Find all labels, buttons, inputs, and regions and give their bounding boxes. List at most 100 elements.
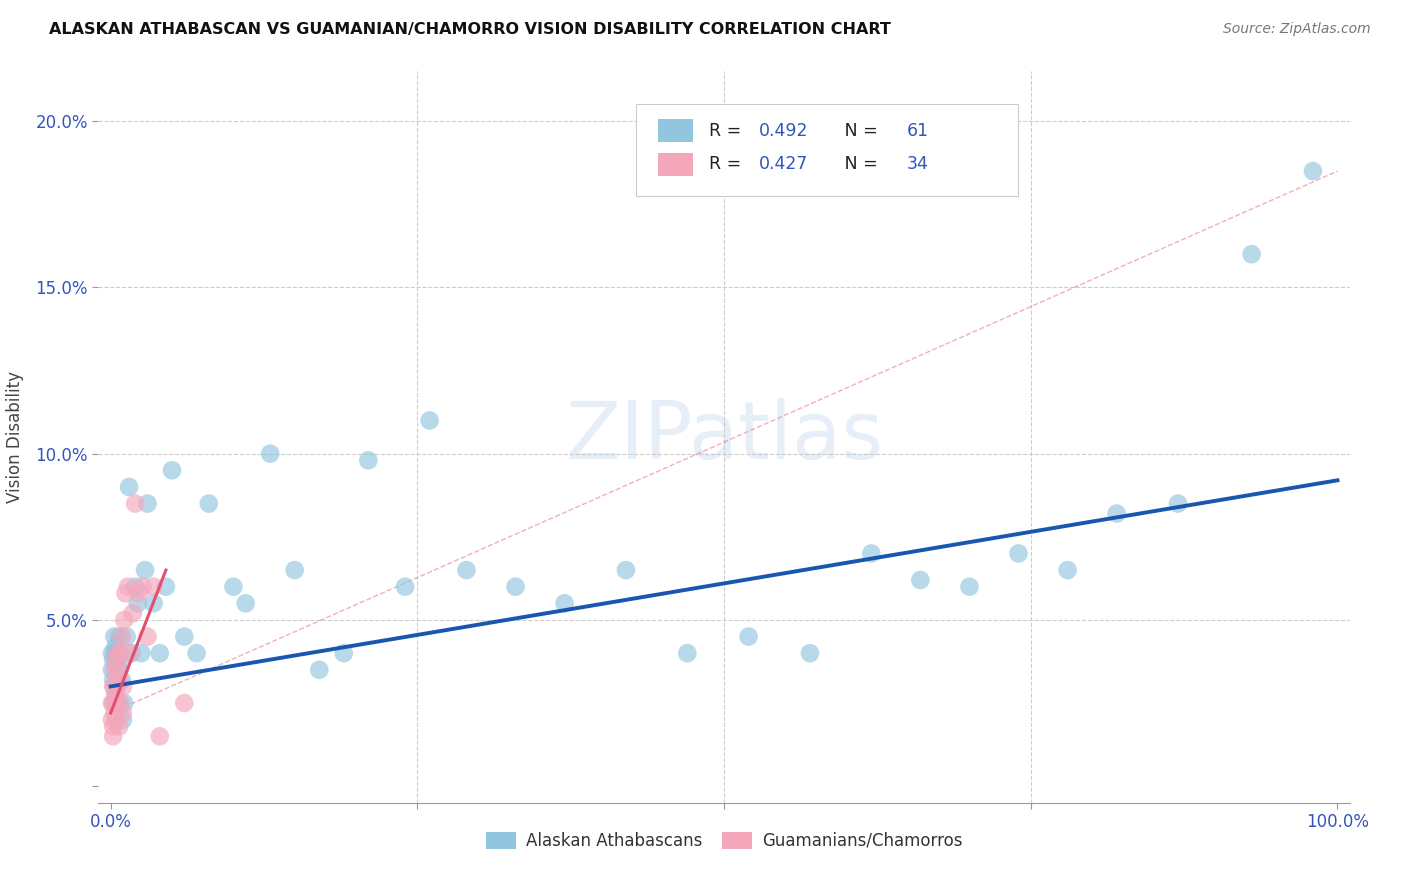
Point	[136, 630, 159, 644]
Point	[103, 680, 125, 694]
Point	[110, 646, 132, 660]
Point	[235, 596, 257, 610]
Point	[357, 453, 380, 467]
Point	[121, 607, 143, 621]
Point	[108, 630, 131, 644]
Point	[101, 680, 124, 694]
Point	[308, 663, 330, 677]
Text: 34: 34	[907, 155, 928, 173]
Text: 0.492: 0.492	[759, 121, 808, 140]
Point	[142, 580, 165, 594]
Point	[111, 673, 134, 687]
Point	[105, 696, 128, 710]
Point	[799, 646, 821, 660]
Point	[115, 630, 138, 644]
Point	[860, 546, 883, 560]
Point	[105, 663, 128, 677]
Point	[103, 696, 125, 710]
Text: R =: R =	[709, 155, 747, 173]
Point	[101, 663, 124, 677]
Point	[104, 686, 127, 700]
Point	[737, 630, 759, 644]
Point	[101, 713, 124, 727]
Point	[101, 696, 124, 710]
Point	[107, 673, 129, 687]
Point	[124, 580, 146, 594]
Point	[1240, 247, 1263, 261]
Point	[394, 580, 416, 594]
Point	[1302, 164, 1324, 178]
Point	[110, 653, 132, 667]
Point	[149, 646, 172, 660]
Point	[614, 563, 637, 577]
Point	[173, 696, 195, 710]
Point	[131, 646, 153, 660]
Text: 0.427: 0.427	[759, 155, 808, 173]
Point	[1105, 507, 1128, 521]
Point	[149, 729, 172, 743]
Point	[155, 580, 177, 594]
Point	[120, 646, 142, 660]
Point	[456, 563, 478, 577]
Point	[554, 596, 576, 610]
Point	[103, 706, 125, 720]
Point	[259, 447, 281, 461]
Point	[105, 680, 128, 694]
Point	[1167, 497, 1189, 511]
Bar	[658, 119, 693, 143]
Point	[112, 696, 135, 710]
Point	[1056, 563, 1078, 577]
Point	[111, 630, 134, 644]
Point	[117, 580, 139, 594]
Text: R =: R =	[709, 121, 747, 140]
Point	[103, 663, 125, 677]
Point	[131, 580, 153, 594]
Point	[121, 646, 143, 660]
Point	[104, 713, 127, 727]
Point	[118, 480, 141, 494]
Point	[111, 706, 134, 720]
Text: N =: N =	[828, 155, 883, 173]
Point	[111, 680, 134, 694]
Point	[107, 646, 129, 660]
Point	[104, 653, 127, 667]
Point	[128, 586, 150, 600]
Point	[186, 646, 208, 660]
Text: 61: 61	[907, 121, 929, 140]
Point	[108, 663, 131, 677]
Point	[124, 497, 146, 511]
Bar	[658, 153, 693, 176]
Point	[104, 653, 127, 667]
Point	[107, 646, 129, 660]
Point	[101, 719, 124, 733]
Point	[134, 563, 156, 577]
Point	[959, 580, 981, 594]
Point	[1007, 546, 1029, 560]
Point	[107, 696, 129, 710]
Point	[127, 596, 149, 610]
Point	[103, 630, 125, 644]
Point	[910, 573, 932, 587]
Point	[222, 580, 245, 594]
Point	[142, 596, 165, 610]
Point	[333, 646, 356, 660]
Point	[112, 613, 135, 627]
Point	[101, 653, 124, 667]
Point	[101, 729, 124, 743]
Point	[198, 497, 221, 511]
Point	[101, 673, 124, 687]
Point	[104, 640, 127, 654]
Point	[111, 713, 134, 727]
Point	[104, 686, 127, 700]
Point	[419, 413, 441, 427]
Point	[103, 646, 125, 660]
Point	[101, 646, 124, 660]
Y-axis label: Vision Disability: Vision Disability	[7, 371, 24, 503]
Point	[108, 663, 131, 677]
Text: ALASKAN ATHABASCAN VS GUAMANIAN/CHAMORRO VISION DISABILITY CORRELATION CHART: ALASKAN ATHABASCAN VS GUAMANIAN/CHAMORRO…	[49, 22, 891, 37]
FancyBboxPatch shape	[637, 104, 1018, 195]
Point	[173, 630, 195, 644]
Text: ZIPatlas: ZIPatlas	[565, 398, 883, 476]
Point	[105, 680, 128, 694]
Text: N =: N =	[828, 121, 883, 140]
